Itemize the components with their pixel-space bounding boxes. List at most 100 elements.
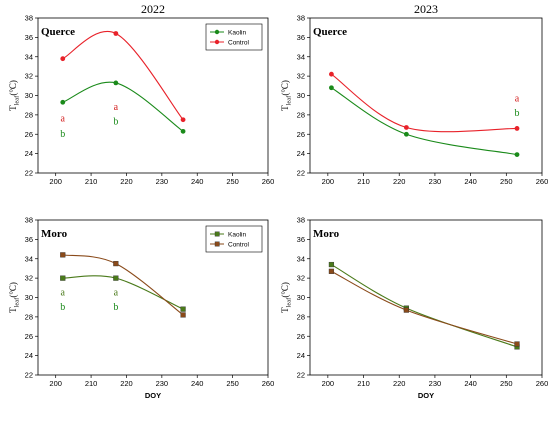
data-point-control xyxy=(403,307,409,313)
x-tick-label: 220 xyxy=(120,379,133,388)
plot-frame xyxy=(309,219,543,376)
x-tick-label: 250 xyxy=(500,177,513,186)
legend-swatch-marker xyxy=(214,241,220,247)
significance-letter: b xyxy=(60,302,65,313)
y-tick-label: 36 xyxy=(25,235,33,244)
legend-swatch-marker xyxy=(214,29,220,35)
significance-letter: b xyxy=(515,108,520,119)
data-point-kaolin xyxy=(113,275,119,281)
legend-label: Kaolin xyxy=(228,231,246,238)
y-axis-label-unit: (°C) xyxy=(8,282,18,298)
series-line-control xyxy=(62,30,184,121)
y-tick-label: 34 xyxy=(25,254,33,263)
y-tick-label: 26 xyxy=(297,332,305,341)
x-tick-label: 220 xyxy=(120,177,133,186)
y-axis-label-unit: (°C) xyxy=(280,80,290,96)
y-axis-label-unit: (°C) xyxy=(8,80,18,96)
x-tick-label: 210 xyxy=(85,177,98,186)
chart-panel-3: 22 24 26 28 30 32 34 36 38 200 210 220 230 240 250 260 D… xyxy=(8,216,274,400)
data-point-kaolin xyxy=(403,131,409,137)
y-tick-label: 38 xyxy=(297,14,305,23)
y-axis-label: Tleaf(°C) xyxy=(280,80,293,111)
y-tick-label: 32 xyxy=(25,274,33,283)
x-tick-label: 230 xyxy=(429,177,442,186)
series-line-kaolin xyxy=(62,81,184,132)
x-tick-label: 240 xyxy=(464,177,477,186)
y-tick-label: 36 xyxy=(297,235,305,244)
y-axis-label-main: T xyxy=(8,105,18,111)
x-tick-label: 200 xyxy=(322,379,335,388)
legend: Kaolin Control xyxy=(205,23,263,51)
y-tick-label: 38 xyxy=(25,14,33,23)
y-tick-label: 38 xyxy=(25,216,33,225)
x-tick-label: 230 xyxy=(429,379,442,388)
y-tick-label: 32 xyxy=(25,72,33,81)
data-point-kaolin xyxy=(113,80,119,86)
data-point-kaolin xyxy=(180,128,186,134)
y-tick-label: 28 xyxy=(297,110,305,119)
y-tick-label: 22 xyxy=(25,371,33,380)
data-point-control xyxy=(180,312,186,318)
y-tick-label: 22 xyxy=(25,169,33,178)
x-tick-label: 260 xyxy=(262,379,275,388)
y-tick-label: 28 xyxy=(25,312,33,321)
chart-panel-4: 22 24 26 28 30 32 34 36 38 200 210 220 230 240 250 260 D… xyxy=(280,216,548,400)
legend-label: Control xyxy=(228,39,250,46)
significance-letter: a xyxy=(114,102,119,113)
y-tick-label: 24 xyxy=(297,149,305,158)
x-tick-label: 250 xyxy=(226,177,239,186)
data-point-control xyxy=(60,56,66,62)
x-tick-label: 210 xyxy=(357,379,370,388)
y-axis-label-main: T xyxy=(280,105,290,111)
panel-label: Querce xyxy=(41,26,75,38)
y-axis-label: Tleaf(°C) xyxy=(280,282,293,313)
y-tick-label: 22 xyxy=(297,371,305,380)
y-tick-label: 34 xyxy=(25,52,33,61)
chart-panel-2: 2023 22 24 26 28 30 32 34 36 38 200 210 220 230 240 250… xyxy=(280,2,548,186)
y-axis-label-sub: leaf xyxy=(286,297,293,308)
significance-letter: b xyxy=(60,129,65,140)
y-tick-label: 26 xyxy=(297,130,305,139)
significance-letter: b xyxy=(113,117,118,128)
y-axis-label-unit: (°C) xyxy=(280,282,290,298)
data-point-kaolin xyxy=(328,261,335,268)
x-tick-label: 200 xyxy=(322,177,335,186)
y-tick-label: 30 xyxy=(25,293,33,302)
x-tick-label: 260 xyxy=(262,177,275,186)
y-axis-label-sub: leaf xyxy=(14,95,21,106)
y-tick-label: 36 xyxy=(25,33,33,42)
data-point-control xyxy=(403,125,409,130)
x-tick-label: 210 xyxy=(85,379,98,388)
x-tick-label: 200 xyxy=(49,379,62,388)
x-tick-label: 250 xyxy=(500,379,513,388)
data-point-control xyxy=(113,260,119,267)
y-tick-label: 32 xyxy=(297,72,305,81)
data-point-control xyxy=(113,31,119,36)
y-tick-label: 30 xyxy=(297,293,305,302)
y-tick-label: 22 xyxy=(297,169,305,178)
significance-letter: b xyxy=(113,302,118,313)
x-tick-label: 240 xyxy=(464,379,477,388)
x-tick-label: 230 xyxy=(156,177,169,186)
legend-label: Kaolin xyxy=(228,29,246,36)
legend-box xyxy=(205,225,263,253)
y-tick-label: 34 xyxy=(297,254,305,263)
y-axis-label: Tleaf(°C) xyxy=(8,80,21,111)
panel-label: Moro xyxy=(41,228,68,240)
y-tick-label: 28 xyxy=(25,110,33,119)
y-axis-label: Tleaf(°C) xyxy=(8,282,21,313)
plot-frame xyxy=(309,17,543,174)
significance-letter: a xyxy=(61,288,66,299)
chart-year-title: 2023 xyxy=(414,2,438,16)
data-point-control xyxy=(180,117,186,123)
data-point-kaolin xyxy=(329,85,334,91)
y-axis-label-sub: leaf xyxy=(14,297,21,308)
y-tick-label: 36 xyxy=(297,33,305,42)
data-point-control xyxy=(514,341,520,347)
x-tick-label: 260 xyxy=(536,379,549,388)
series-line-kaolin xyxy=(62,275,184,310)
series-line-control xyxy=(62,254,184,316)
y-tick-label: 32 xyxy=(297,274,305,283)
legend-label: Control xyxy=(228,241,250,248)
